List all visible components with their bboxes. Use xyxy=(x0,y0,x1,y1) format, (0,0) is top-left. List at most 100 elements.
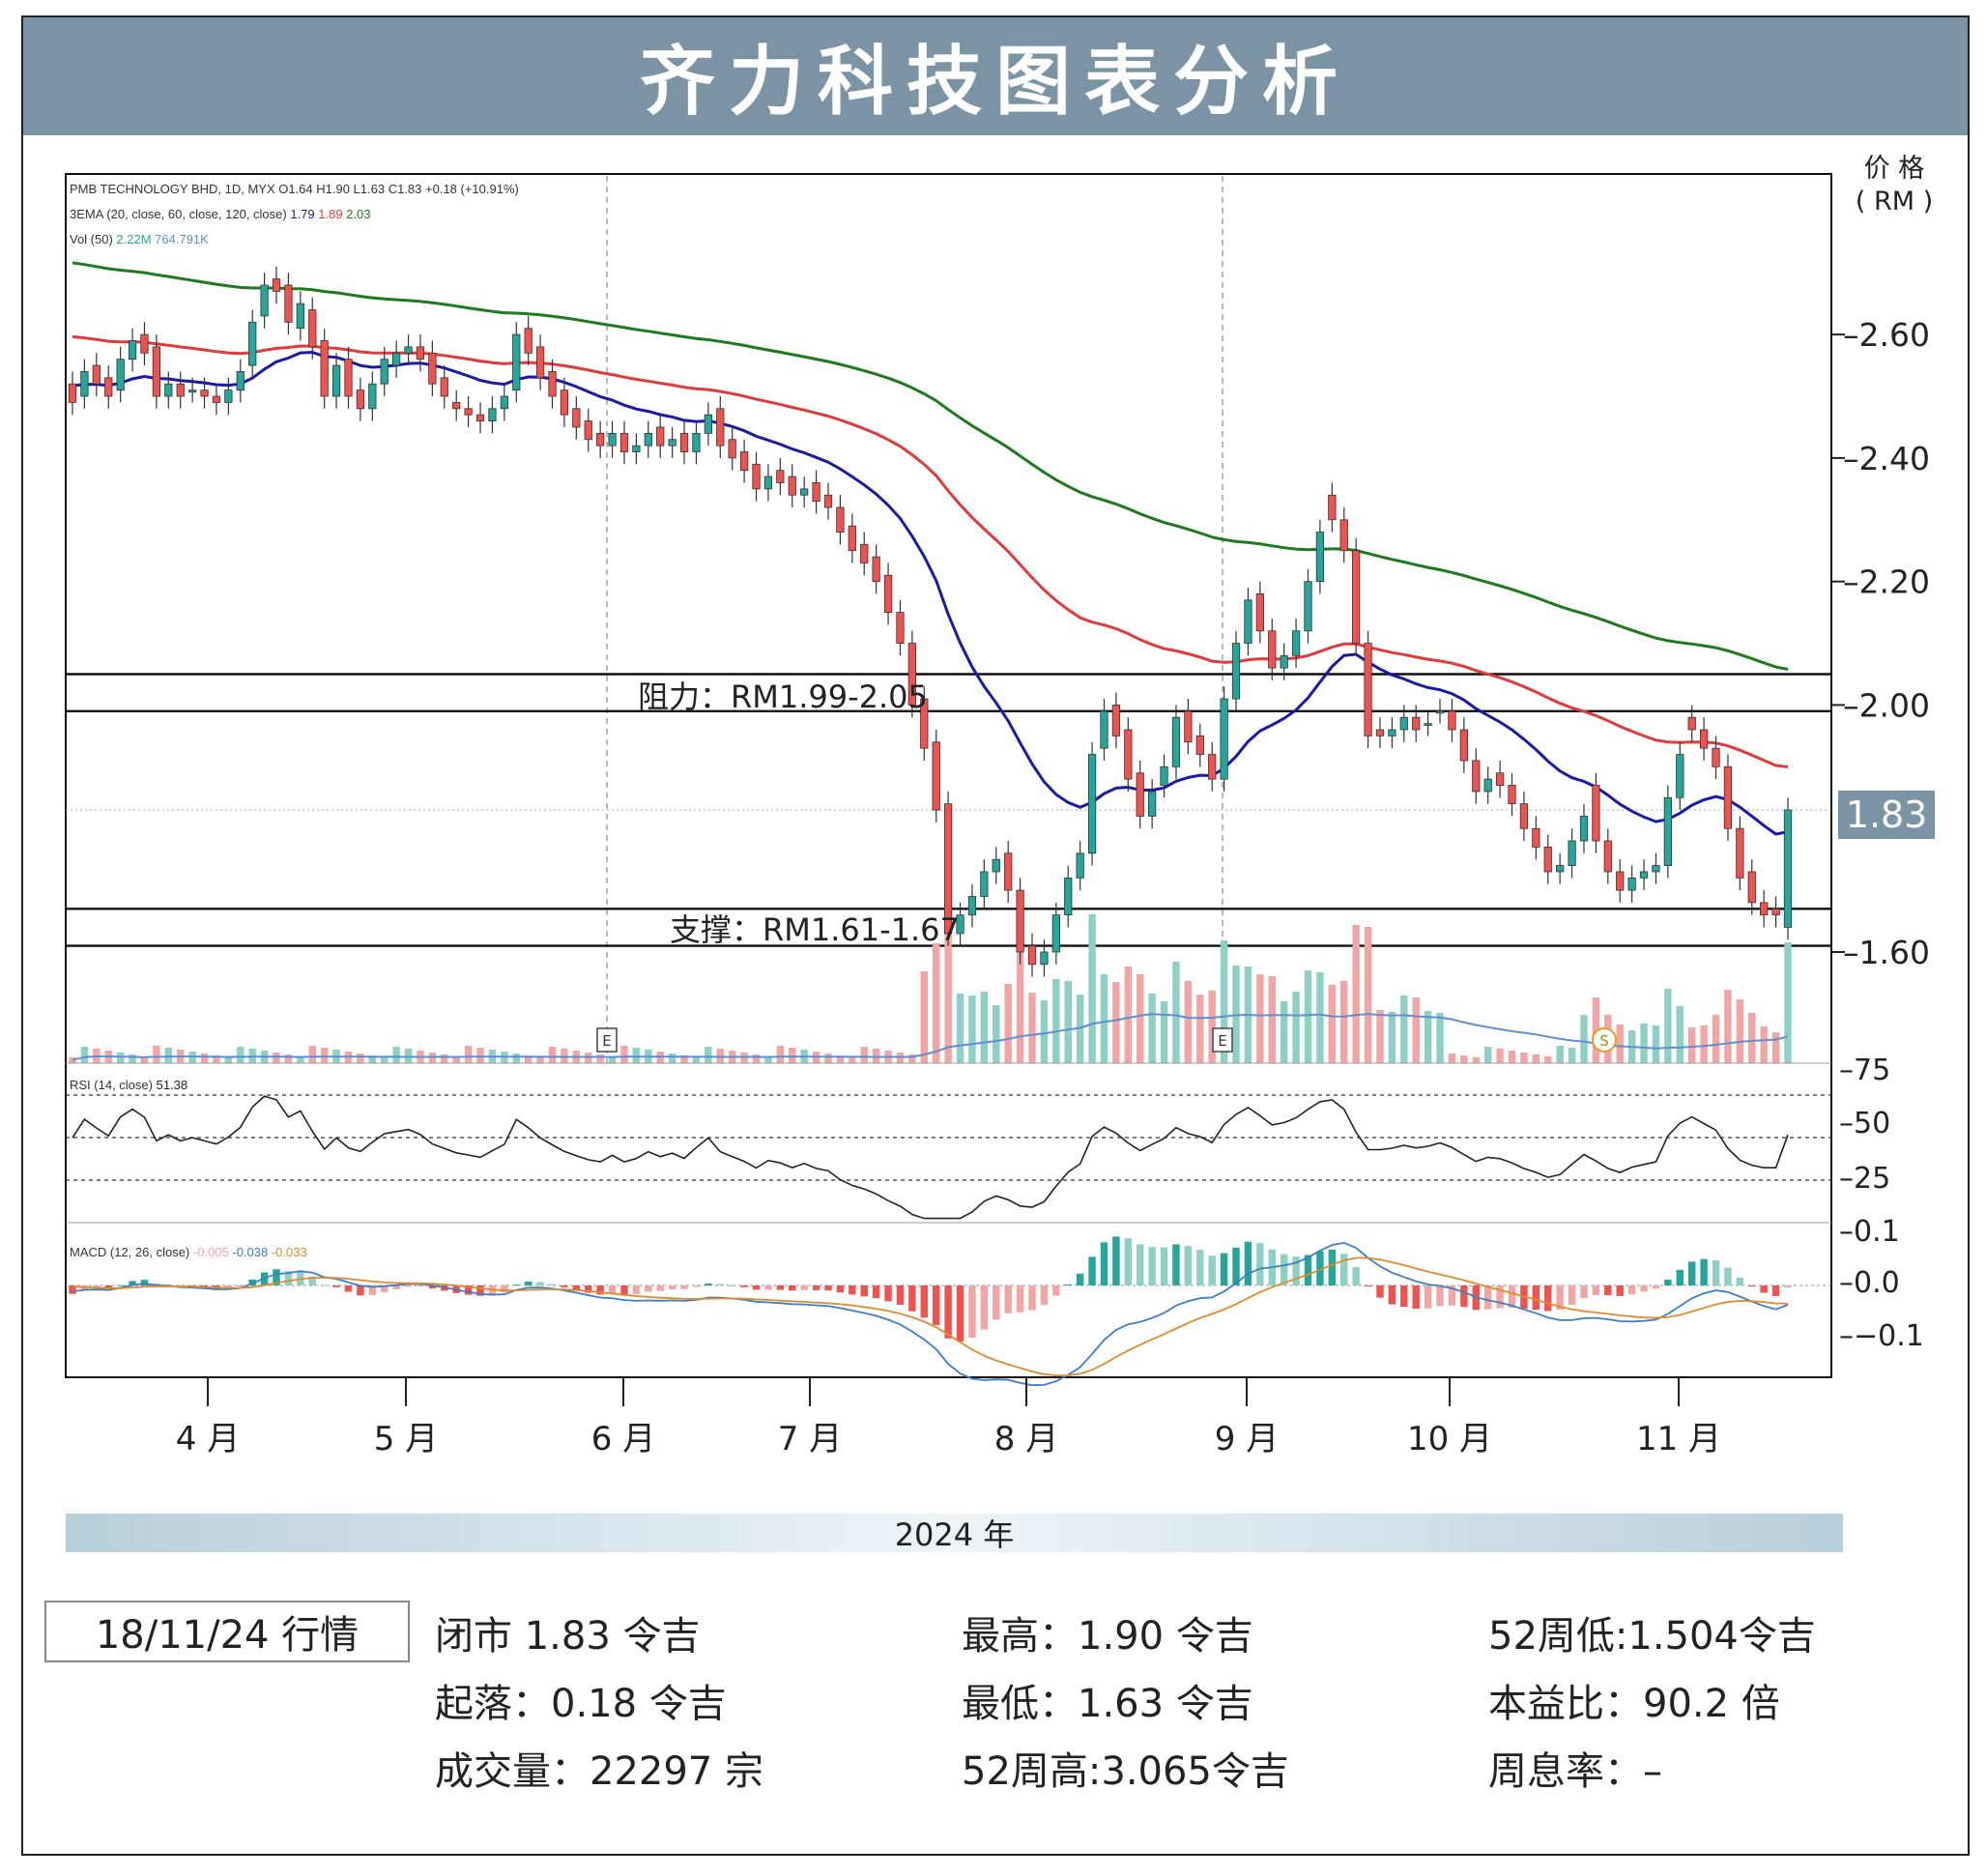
candle-body xyxy=(1040,951,1049,966)
candle-body xyxy=(140,333,149,354)
macd-hist-bar xyxy=(908,1285,916,1312)
volume-bar xyxy=(308,1046,316,1063)
macd-hist-bar xyxy=(956,1285,964,1342)
volume-bar xyxy=(381,1057,389,1063)
volume-bar xyxy=(1412,997,1420,1063)
candle-body xyxy=(1543,846,1552,873)
x-tick-label: 9 月 xyxy=(1215,1420,1279,1458)
volume-bar xyxy=(548,1047,557,1063)
volume-bar xyxy=(1388,1012,1396,1063)
macd-hist-bar xyxy=(620,1285,628,1295)
candle xyxy=(1459,717,1468,773)
candle xyxy=(1195,723,1204,767)
candle xyxy=(200,377,209,409)
candle xyxy=(104,365,113,409)
candle xyxy=(1375,717,1385,749)
chart-border xyxy=(65,173,1832,1378)
candle xyxy=(475,402,485,434)
macd-hist-bar xyxy=(1004,1285,1012,1313)
macd-hist-bar xyxy=(1388,1285,1396,1305)
candle-body xyxy=(860,543,869,563)
candle-body xyxy=(200,390,209,397)
volume-bar xyxy=(1508,1051,1516,1063)
candle xyxy=(1699,717,1709,761)
candle-body xyxy=(1699,729,1709,749)
macd-hist-bar xyxy=(116,1284,125,1286)
volume-bar xyxy=(1676,1006,1684,1063)
macd-hist-bar xyxy=(632,1285,641,1294)
volume-bar xyxy=(932,943,940,1063)
macd-hist-bar xyxy=(789,1285,796,1291)
candle-body xyxy=(932,741,940,811)
price-unit-line2: ( RM ) xyxy=(1855,187,1934,216)
candle xyxy=(1399,705,1408,742)
macd-hist-bar xyxy=(320,1284,329,1286)
volume-bar xyxy=(284,1054,293,1063)
volume-bar xyxy=(849,1057,856,1063)
volume-bar xyxy=(1328,985,1337,1063)
candle xyxy=(1111,692,1121,749)
stat-high: 最高：1.90 令吉 xyxy=(962,1614,1253,1659)
candle xyxy=(692,420,701,465)
candle xyxy=(679,420,689,465)
volume-bar xyxy=(1088,914,1096,1063)
volume-bar xyxy=(980,992,989,1063)
macd-hist-bar xyxy=(993,1285,1000,1320)
candle-body xyxy=(176,383,185,397)
event-e-box xyxy=(1212,1027,1233,1053)
candle-body xyxy=(1328,494,1337,521)
volume-bar xyxy=(464,1046,473,1063)
macd-hist-bar xyxy=(836,1285,845,1293)
candle-body xyxy=(920,698,929,749)
candle-body xyxy=(1208,754,1217,780)
price-unit-label: 价 格 ( RM ) xyxy=(1841,153,1947,218)
candle xyxy=(608,420,617,458)
candle-body xyxy=(1064,877,1073,916)
macd-hist-bar xyxy=(1448,1285,1456,1306)
candle xyxy=(932,730,940,823)
candle xyxy=(823,482,833,520)
macd-tick-label: –0.0 xyxy=(1839,1266,1900,1300)
candle xyxy=(1747,859,1756,915)
candle-body xyxy=(728,439,736,459)
candle xyxy=(1315,519,1325,594)
candle xyxy=(967,883,977,928)
volume-bar xyxy=(752,1054,761,1063)
candle xyxy=(1472,748,1481,804)
candle-body xyxy=(1448,710,1456,731)
candle xyxy=(836,495,845,545)
volume-bar xyxy=(789,1048,796,1063)
volume-bar xyxy=(368,1055,377,1063)
chart-labels: PMB TECHNOLOGY BHD, 1D, MYX O1.64 H1.90 … xyxy=(70,182,1617,1259)
y-tick-label: –2.60 xyxy=(1843,316,1930,354)
volume-bar xyxy=(1736,999,1744,1063)
macd-hist-bar xyxy=(656,1285,664,1291)
candle xyxy=(943,791,953,946)
candle-body xyxy=(1424,723,1432,727)
volume-bar xyxy=(1687,1027,1696,1063)
macd-hist-bar xyxy=(1676,1269,1684,1285)
candle-body xyxy=(812,482,820,503)
volume-bar xyxy=(1148,994,1156,1063)
x-tick-label: 11 月 xyxy=(1636,1420,1721,1458)
candle xyxy=(632,433,641,465)
macd-hist-bar xyxy=(1592,1285,1600,1296)
volume-bar xyxy=(297,1056,304,1063)
candle-body xyxy=(943,803,953,935)
macd-hist-bar xyxy=(548,1284,557,1285)
candle-body xyxy=(752,463,761,490)
volume-bar xyxy=(1268,976,1276,1063)
candle-body xyxy=(992,858,1000,873)
macd-hist-bar xyxy=(501,1285,508,1293)
candle xyxy=(860,532,869,576)
macd-hist-bar xyxy=(896,1285,905,1306)
macd-hist-bar xyxy=(1208,1255,1216,1285)
indicator-line-3: Vol (50) 2.22M 764.791K xyxy=(70,232,209,246)
stat-close: 闭市 1.83 令吉 xyxy=(435,1614,701,1659)
candle-body xyxy=(1124,729,1133,780)
event-s-circle xyxy=(1592,1027,1617,1053)
macd-hist-bar xyxy=(1616,1285,1624,1296)
volume-bar xyxy=(1004,984,1012,1063)
candle-body xyxy=(1412,716,1421,731)
macd-hist-bar xyxy=(1687,1261,1696,1285)
